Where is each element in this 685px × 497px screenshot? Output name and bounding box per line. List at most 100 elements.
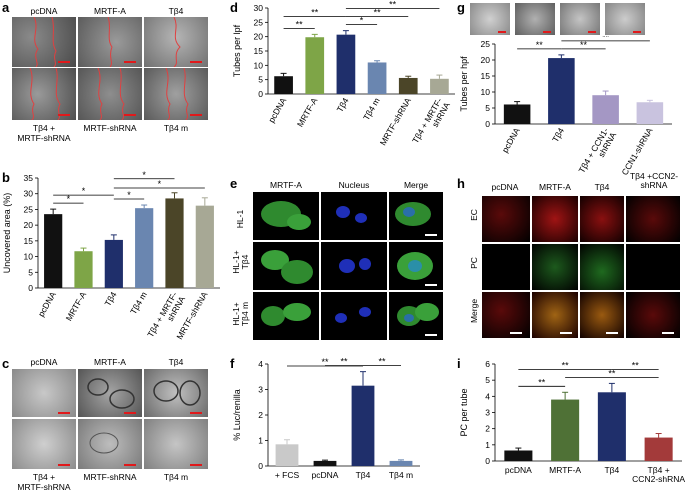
category-label: MRTF-A — [64, 290, 89, 323]
y-axis-label: PC per tube — [459, 388, 469, 436]
panel-h-col-label-3: Tβ4 — [594, 182, 610, 192]
panel-h-row-label-1: EC — [469, 209, 479, 221]
category-label: pcDNA — [266, 96, 288, 125]
y-tick-label: 20 — [254, 32, 264, 42]
bar — [74, 251, 93, 288]
panel-h-col-label-4: Tβ4 +CCN2- shRNA — [629, 171, 679, 190]
significance-label: * — [360, 16, 364, 26]
y-axis-label: % Luc/renilla — [232, 389, 242, 441]
panel-c-image-pcdna — [12, 369, 76, 417]
y-tick-label: 2 — [485, 424, 490, 434]
panel-h-image-ec-mrtf — [532, 196, 578, 242]
panel-e-image-hl1-merge — [389, 192, 443, 240]
panel-e-row-label-1: HL-1 — [235, 209, 245, 229]
panel-a-bottom-label-1: Tβ4 + MRTF-shRNA — [17, 123, 71, 143]
significance-label: ** — [389, 0, 397, 10]
y-tick-label: 0 — [485, 119, 490, 129]
bar — [104, 239, 123, 288]
significance-label: ** — [378, 357, 386, 367]
category-label: MRTF-A — [549, 465, 581, 475]
significance-label: ** — [608, 368, 616, 378]
y-axis-label: Uncovered area (%) — [2, 193, 12, 274]
panel-e-col-label-1: MRTF-A — [270, 180, 302, 190]
y-tick-label: 25 — [481, 39, 491, 49]
panel-c-bottom-label-3: Tβ4 m — [163, 472, 189, 482]
panel-a-top-label-1: pcDNA — [30, 6, 58, 16]
significance-label: ** — [536, 40, 544, 50]
panel-a-bottom-label-3: Tβ4 m — [163, 123, 189, 133]
panel-label-i: i — [457, 356, 461, 371]
significance-label: ** — [538, 377, 546, 387]
panel-a-bottom-label-2: MRTF-shRNA — [83, 123, 137, 133]
panel-a-top-label-2: MRTF-A — [94, 6, 126, 16]
panel-e-image-tb4m-nucleus — [321, 292, 387, 340]
bar — [503, 104, 531, 124]
y-tick-label: 1 — [258, 436, 263, 446]
bar — [548, 58, 575, 124]
panel-e-image-tb4-nucleus — [321, 242, 387, 290]
panel-c-top-label-1: pcDNA — [30, 357, 58, 367]
panel-g-thumb-4 — [605, 3, 645, 35]
significance-label: ** — [580, 40, 588, 50]
y-tick-label: 25 — [24, 204, 34, 214]
panel-h-row-label-3: Merge — [469, 298, 479, 324]
panel-a-image-mrtf-a — [78, 17, 142, 67]
y-tick-label: 35 — [24, 173, 34, 183]
category-label: Tβ4 — [102, 290, 118, 308]
bar — [313, 460, 337, 466]
panel-h-image-pc-mrtf — [532, 244, 578, 290]
significance-label: ** — [321, 357, 329, 367]
y-tick-label: 5 — [258, 75, 263, 85]
panel-c-bottom-label-2: MRTF-shRNA — [83, 472, 137, 482]
bar — [504, 450, 533, 461]
chart-g: 0 5 10 15 20 25 Tubes per hpf pcDNA Tβ4 Tβ4 + CCN… — [459, 36, 672, 176]
category-label: Tβ4 + CCN2-shRNA — [632, 465, 685, 484]
y-tick-label: 0 — [485, 456, 490, 466]
panel-h-image-pc-ccn2 — [626, 244, 680, 290]
panel-h-image-merge-mrtf — [532, 292, 578, 338]
panel-label-b: b — [2, 170, 10, 185]
panel-a-image-tb4-m — [144, 68, 208, 120]
panel-label-e: e — [230, 176, 238, 191]
y-axis-label: Tubes per hpf — [459, 56, 469, 112]
panel-g-thumb-2 — [515, 3, 555, 35]
panel-e-row-label-2: HL-1+ Tβ4 — [231, 250, 250, 274]
bar — [430, 78, 449, 94]
panel-h-image-ec-tb4 — [580, 196, 624, 242]
category-label: CCN1-shRNA — [619, 126, 654, 176]
category-label: Tβ4 — [335, 96, 351, 114]
panel-h-col-label-1: pcDNA — [491, 182, 519, 192]
panel-e-image-hl1-nucleus — [321, 192, 387, 240]
y-tick-label: 15 — [24, 236, 34, 246]
panel-e-col-label-3: Merge — [403, 180, 429, 190]
chart-i: 0 1 2 3 4 5 6 PC per tube pcDNA MRTF-A Tβ4 Tβ4 + CCN… — [459, 359, 685, 484]
category-label: MRTF-shRNA — [378, 96, 413, 147]
chart-d: 0 5 10 15 20 25 30 Tubes per lpf pcDNA MRTF-A Tβ4 T… — [232, 0, 455, 147]
panel-a-image-tb4 — [144, 17, 208, 67]
category-label: Tβ4 — [550, 126, 566, 144]
panel-h-row-label-2: PC — [469, 257, 479, 269]
bar — [551, 399, 580, 461]
y-tick-label: 1 — [485, 440, 490, 450]
bar — [351, 385, 375, 466]
significance-label: * — [127, 190, 131, 200]
significance-label: * — [142, 170, 146, 180]
y-tick-label: 20 — [481, 55, 491, 65]
y-tick-label: 0 — [28, 283, 33, 293]
significance-label: ** — [562, 360, 570, 370]
bar — [367, 62, 387, 94]
bar — [336, 34, 356, 94]
panel-e-image-tb4-merge — [389, 242, 443, 290]
significance-label: * — [158, 179, 162, 189]
panel-e-image-tb4-mrtf — [253, 242, 319, 290]
category-label: pcDNA — [36, 290, 58, 319]
panel-a-image-tb4-mrtf-shrna — [12, 68, 76, 120]
y-tick-label: 6 — [485, 359, 490, 369]
panel-h-image-merge-ccn2 — [626, 292, 680, 338]
bar — [44, 214, 63, 288]
y-tick-label: 0 — [258, 461, 263, 471]
y-tick-label: 30 — [24, 189, 34, 199]
y-tick-label: 10 — [481, 87, 491, 97]
y-tick-label: 5 — [485, 103, 490, 113]
panel-h-image-pc-tb4 — [580, 244, 624, 290]
